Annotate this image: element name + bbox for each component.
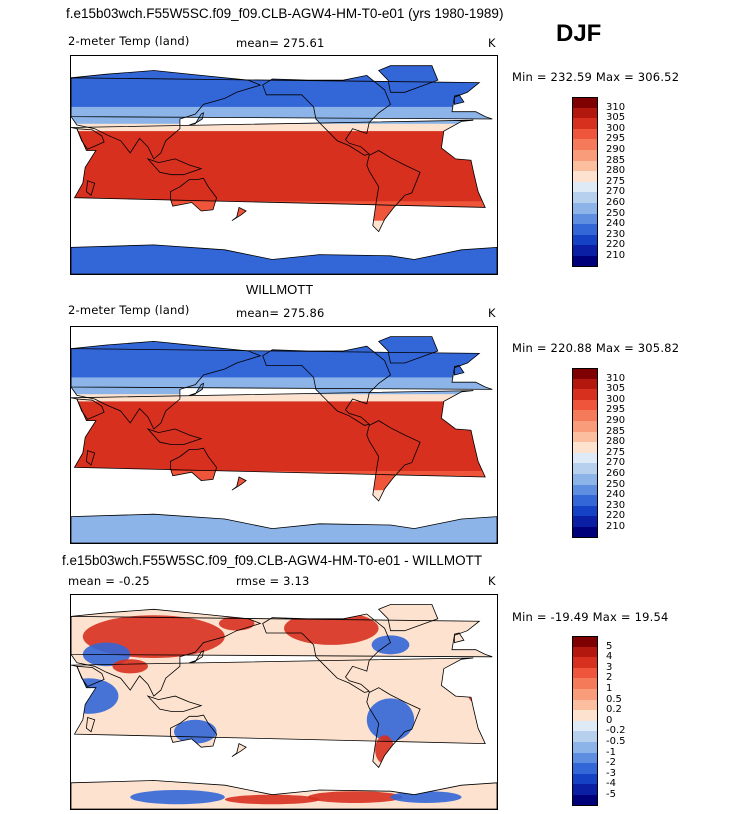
colorbar-tick-label: -0.2 [606, 725, 626, 737]
panel1-mean-label: mean= 275.61 [236, 36, 325, 50]
panel2-mean-label: mean= 275.86 [236, 306, 325, 320]
colorbar-tick-label: 4 [606, 651, 613, 663]
colorbar-frame [572, 636, 598, 806]
colorbar-tick-label: 295 [606, 404, 626, 416]
colorbar-tick-label: 0 [606, 714, 613, 726]
colorbar-tick-label: 1 [606, 683, 613, 694]
coastlines [71, 336, 497, 543]
colorbar-frame [572, 97, 598, 267]
panel2-map [70, 326, 498, 544]
colorbar-tick-label: 240 [606, 218, 626, 230]
panel2-variable-label: 2-meter Temp (land) [68, 303, 190, 317]
colorbar-tick-label: 270 [606, 186, 626, 198]
panel2-map-svg [71, 336, 497, 543]
coastlines [71, 604, 497, 809]
colorbar-tick-label: 300 [606, 122, 626, 134]
colorbar-tick-label: 290 [606, 415, 626, 426]
colorbar-tick-label: 285 [606, 425, 626, 437]
land-field [71, 65, 497, 274]
colorbar-tick-label: 220 [606, 239, 626, 251]
colorbar-tick-label: 295 [606, 133, 626, 145]
panel3-map [70, 594, 498, 810]
colorbar-tick-label: 300 [606, 393, 626, 405]
panel3-mean-label: mean = -0.25 [68, 574, 150, 588]
panel1-units-label: K [488, 36, 496, 50]
colorbar-tick-label: 220 [606, 510, 626, 522]
colorbar-tick-label: -4 [606, 778, 616, 790]
colorbar-tick-label: -0.5 [606, 736, 626, 747]
colorbar-tick-label: 2 [606, 672, 613, 684]
colorbar-tick-label: 310 [606, 372, 626, 384]
panel1-variable-label: 2-meter Temp (land) [68, 34, 190, 48]
colorbar-tick-label: 270 [606, 457, 626, 469]
colorbar-tick-label: 285 [606, 154, 626, 166]
panel3-minmax-label: Min = -19.49 Max = 19.54 [512, 610, 669, 624]
panel1-minmax-label: Min = 232.59 Max = 306.52 [512, 70, 680, 84]
colorbar-tick-label: -3 [606, 767, 616, 779]
colorbar-tick-label: 250 [606, 207, 626, 219]
colorbar-tick-label: 230 [606, 228, 626, 240]
colorbar-tick-label: 280 [606, 436, 626, 448]
colorbar-tick-label: 305 [606, 383, 626, 395]
season-label: DJF [556, 20, 602, 47]
panel2-title: WILLMOTT [246, 282, 314, 297]
colorbar-tick-label: 280 [606, 165, 626, 177]
colorbar-tick-label: 0.5 [606, 693, 622, 705]
panel1-map-svg [71, 65, 497, 274]
colorbar-tick-label: -5 [606, 789, 616, 800]
panel3-map-svg [71, 604, 497, 809]
colorbar-tick-label: 260 [606, 197, 626, 208]
colorbar-tick-label: 210 [606, 521, 626, 532]
panel2-units-label: K [488, 306, 496, 320]
colorbar-tick-label: 260 [606, 468, 626, 479]
colorbar-tick-label: 240 [606, 489, 626, 501]
panel2-minmax-label: Min = 220.88 Max = 305.82 [512, 341, 680, 355]
colorbar-frame [572, 368, 598, 538]
colorbar-tick-label: 3 [606, 661, 613, 673]
figure-title: f.e15b03wch.F55W5SC.f09_f09.CLB-AGW4-HM-… [66, 6, 504, 21]
colorbar-tick-label: 310 [606, 101, 626, 113]
land-field [71, 604, 497, 809]
colorbar-tick-label: 250 [606, 478, 626, 490]
panel1-map [70, 55, 498, 275]
colorbar-tick-label: -1 [606, 746, 616, 758]
colorbar-tick-label: 275 [606, 175, 626, 187]
coastlines [71, 65, 497, 274]
colorbar-tick-label: 290 [606, 144, 626, 155]
panel3-title: f.e15b03wch.F55W5SC.f09_f09.CLB-AGW4-HM-… [62, 553, 483, 568]
panel3-units-label: K [488, 574, 496, 588]
colorbar-tick-label: 305 [606, 112, 626, 124]
colorbar-tick-label: 210 [606, 250, 626, 261]
colorbar-tick-label: -2 [606, 757, 616, 769]
colorbar-tick-label: 0.2 [606, 704, 622, 716]
colorbar-tick-label: 5 [606, 640, 613, 652]
land-field [71, 336, 497, 543]
panel3-rmse-label: rmse = 3.13 [236, 574, 310, 588]
colorbar-tick-label: 230 [606, 499, 626, 511]
colorbar-tick-label: 275 [606, 446, 626, 458]
